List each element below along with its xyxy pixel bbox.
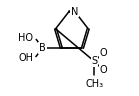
Text: B: B (39, 43, 46, 53)
Text: O: O (99, 65, 107, 75)
Text: S: S (91, 56, 98, 66)
Text: CH₃: CH₃ (85, 79, 104, 89)
Text: OH: OH (19, 53, 34, 63)
Text: HO: HO (18, 33, 33, 43)
Text: N: N (71, 7, 79, 17)
Text: O: O (99, 48, 107, 58)
